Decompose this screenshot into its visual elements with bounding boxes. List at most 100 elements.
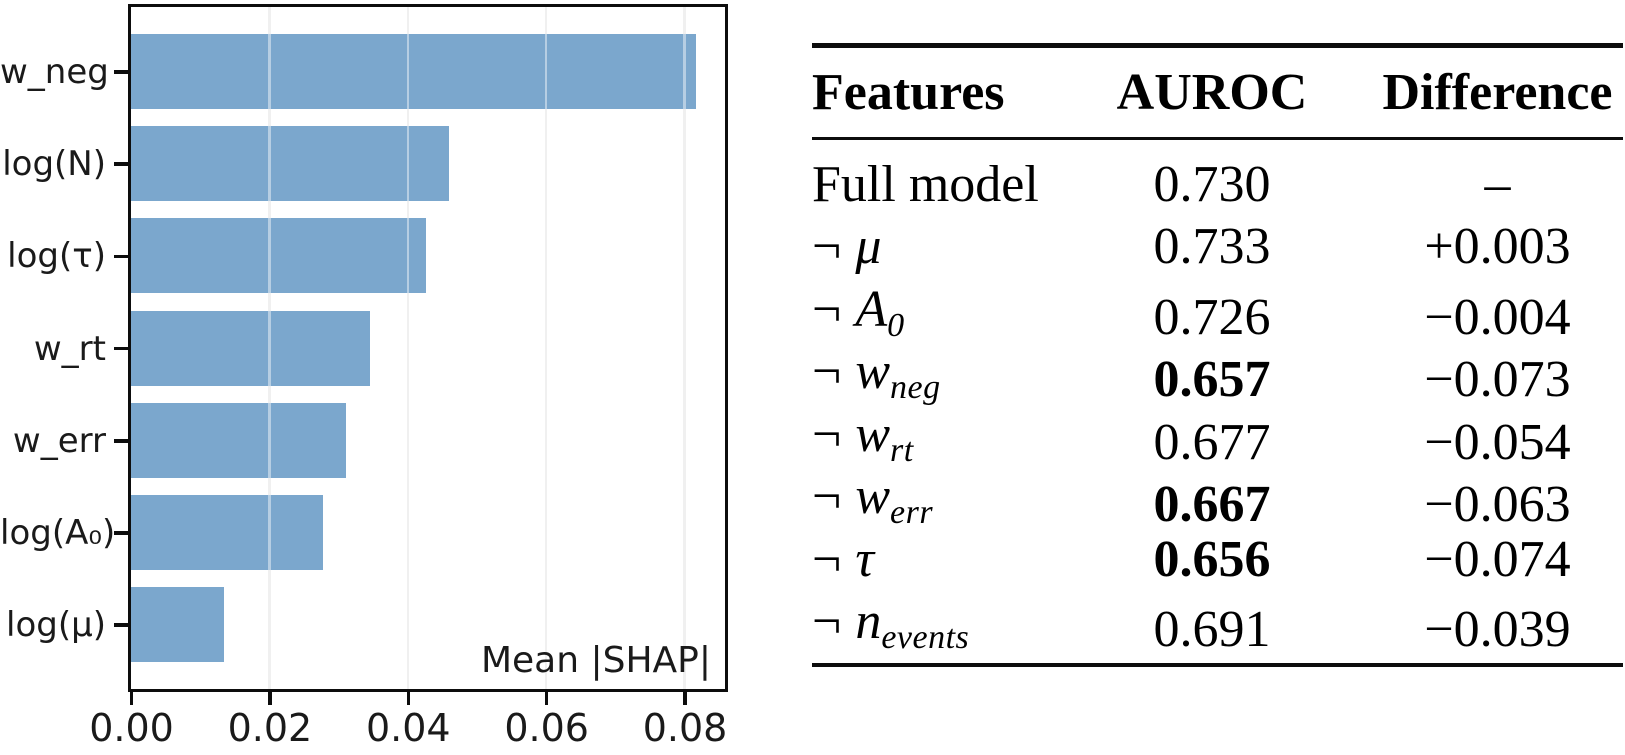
table-row: ¬ werr 0.667 −0.063 xyxy=(812,466,1623,533)
feature-symbol: Full model xyxy=(812,155,1039,213)
auroc-cell: 0.657 xyxy=(1153,351,1271,408)
bar-w_rt xyxy=(131,310,371,386)
gridline-overlay xyxy=(544,7,548,689)
difference-cell: −0.054 xyxy=(1424,413,1571,471)
y-axis-tick xyxy=(114,346,128,351)
not-symbol: ¬ xyxy=(812,218,842,275)
column-header-difference: Difference xyxy=(1382,63,1613,121)
bar-log(μ) xyxy=(131,587,224,663)
difference-cell: −0.074 xyxy=(1424,530,1571,588)
x-axis-tick-label: 0.04 xyxy=(365,706,451,750)
y-axis-tick xyxy=(114,531,128,535)
table-rule-header xyxy=(812,136,1623,140)
column-header-auroc: AUROC xyxy=(1116,63,1308,121)
table-rule-top xyxy=(812,43,1623,48)
difference-cell: +0.003 xyxy=(1424,218,1571,275)
shap-bar-chart: Mean |SHAP| xyxy=(128,4,728,692)
table-row: ¬ τ 0.656 −0.074 xyxy=(812,529,1623,592)
x-axis-tick xyxy=(406,692,411,705)
x-axis-tick-label: 0.00 xyxy=(89,706,174,750)
feature-subscript: err xyxy=(890,494,934,531)
gridline xyxy=(544,7,548,689)
x-axis-tick xyxy=(544,692,549,705)
y-axis-label: w_neg xyxy=(0,52,109,92)
feature-subscript: neg xyxy=(890,369,941,406)
feature-subscript: events xyxy=(881,619,970,656)
difference-cell: −0.073 xyxy=(1424,351,1571,408)
feature-cell: ¬ μ xyxy=(812,216,1112,279)
y-axis-tick xyxy=(114,254,128,259)
y-axis-tick xyxy=(114,439,128,443)
table-row: ¬ nevents 0.691 −0.039 xyxy=(812,591,1623,658)
y-axis-tick xyxy=(114,162,128,166)
feature-cell: ¬ werr xyxy=(812,466,1112,545)
column-header-features: Features xyxy=(812,63,1005,121)
feature-cell: Full model xyxy=(812,154,1112,217)
y-axis-label: w_rt xyxy=(33,328,106,369)
difference-cell: −0.039 xyxy=(1424,601,1571,658)
difference-cell: – xyxy=(1484,155,1511,213)
table-row: ¬ A0 0.726 −0.004 xyxy=(812,279,1623,346)
x-axis-tick xyxy=(129,692,134,705)
y-axis-label: w_err xyxy=(12,420,106,461)
feature-subscript: rt xyxy=(890,431,914,469)
difference-cell: −0.004 xyxy=(1424,288,1571,346)
y-axis-tick xyxy=(114,70,128,74)
feature-symbol: A xyxy=(855,280,888,338)
table-body: Full model 0.730– ¬ μ 0.733 +0.003 ¬ A0 0.726 −0.… xyxy=(812,140,1623,663)
chart-annotation: Mean |SHAP| xyxy=(480,640,711,681)
feature-subscript: 0 xyxy=(887,306,905,344)
auroc-cell: 0.656 xyxy=(1153,530,1271,588)
table-row: Full model 0.730 – xyxy=(812,154,1623,217)
not-symbol: ¬ xyxy=(812,593,842,650)
table-row: ¬ wneg 0.657 −0.073 xyxy=(812,341,1623,408)
x-axis-tick xyxy=(268,692,272,705)
feature-symbol: w xyxy=(855,405,891,463)
bar-log(N) xyxy=(131,126,450,202)
y-axis-label: log(A₀) xyxy=(0,513,116,553)
gridline-overlay xyxy=(406,7,410,689)
not-symbol: ¬ xyxy=(812,405,842,463)
table-row: ¬ μ 0.733 +0.003 xyxy=(812,216,1623,279)
not-symbol: ¬ xyxy=(812,343,842,400)
gridline xyxy=(406,7,410,689)
auroc-cell: 0.733 xyxy=(1153,218,1271,275)
auroc-cell: 0.730 xyxy=(1153,155,1271,213)
gridline xyxy=(683,7,686,689)
feature-symbol: w xyxy=(855,468,891,525)
gridline-overlay xyxy=(268,7,271,689)
difference-cell: −0.063 xyxy=(1424,476,1571,533)
feature-cell: ¬ A0 xyxy=(812,279,1112,358)
feature-cell: ¬ wrt xyxy=(812,404,1112,483)
feature-symbol: n xyxy=(855,593,882,650)
y-axis-label: log(τ) xyxy=(7,236,106,277)
table-header-row: Features AUROC Difference xyxy=(812,48,1623,137)
feature-cell: ¬ nevents xyxy=(812,591,1112,670)
auroc-cell: 0.726 xyxy=(1153,288,1271,346)
bar-w_neg xyxy=(131,34,697,109)
bar-log(A₀) xyxy=(131,495,323,570)
feature-cell: ¬ wneg xyxy=(812,341,1112,420)
y-axis-label: log(μ) xyxy=(6,605,106,646)
table-row: ¬ wrt 0.677 −0.054 xyxy=(812,404,1623,471)
gridline-overlay xyxy=(683,7,686,689)
feature-symbol: τ xyxy=(855,530,874,588)
auroc-cell: 0.691 xyxy=(1153,601,1271,658)
x-axis-tick-label: 0.06 xyxy=(504,706,589,750)
not-symbol: ¬ xyxy=(812,468,842,525)
x-axis-tick-label: 0.02 xyxy=(227,706,313,750)
x-axis-tick-label: 0.08 xyxy=(642,706,728,750)
plot-area: Mean |SHAP| xyxy=(131,7,725,689)
feature-cell: ¬ τ xyxy=(812,529,1112,592)
not-symbol: ¬ xyxy=(812,280,842,338)
auroc-cell: 0.667 xyxy=(1153,476,1271,533)
feature-symbol: μ xyxy=(855,218,882,275)
y-axis-tick xyxy=(114,623,128,627)
bar-log(τ) xyxy=(131,218,426,294)
not-symbol: ¬ xyxy=(812,530,842,588)
results-table: Features AUROC Difference Full model 0.73… xyxy=(812,43,1623,667)
feature-symbol: w xyxy=(855,343,891,400)
y-axis-label: log(N) xyxy=(2,144,106,185)
x-axis-tick xyxy=(683,692,687,705)
